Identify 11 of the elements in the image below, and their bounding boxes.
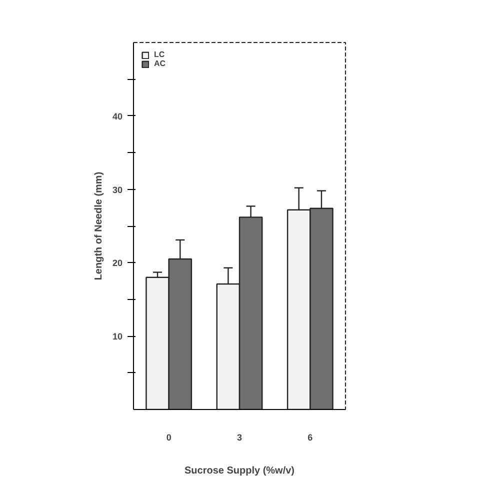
y-tick-label: 20 (112, 258, 123, 268)
y-tick-label: 10 (112, 332, 123, 342)
legend-label: AC (154, 59, 167, 68)
x-tick-label: 6 (308, 432, 313, 442)
legend-label: LC (154, 50, 166, 59)
y-tick-label: 30 (112, 184, 123, 195)
x-tick-label: 3 (236, 432, 242, 442)
y-axis-title: Length of Needle (mm) (93, 172, 104, 280)
x-tick-label: 0 (166, 432, 172, 442)
x-axis-title: Sucrose Supply (%w/v) (184, 466, 295, 476)
y-tick-label: 40 (112, 111, 123, 122)
